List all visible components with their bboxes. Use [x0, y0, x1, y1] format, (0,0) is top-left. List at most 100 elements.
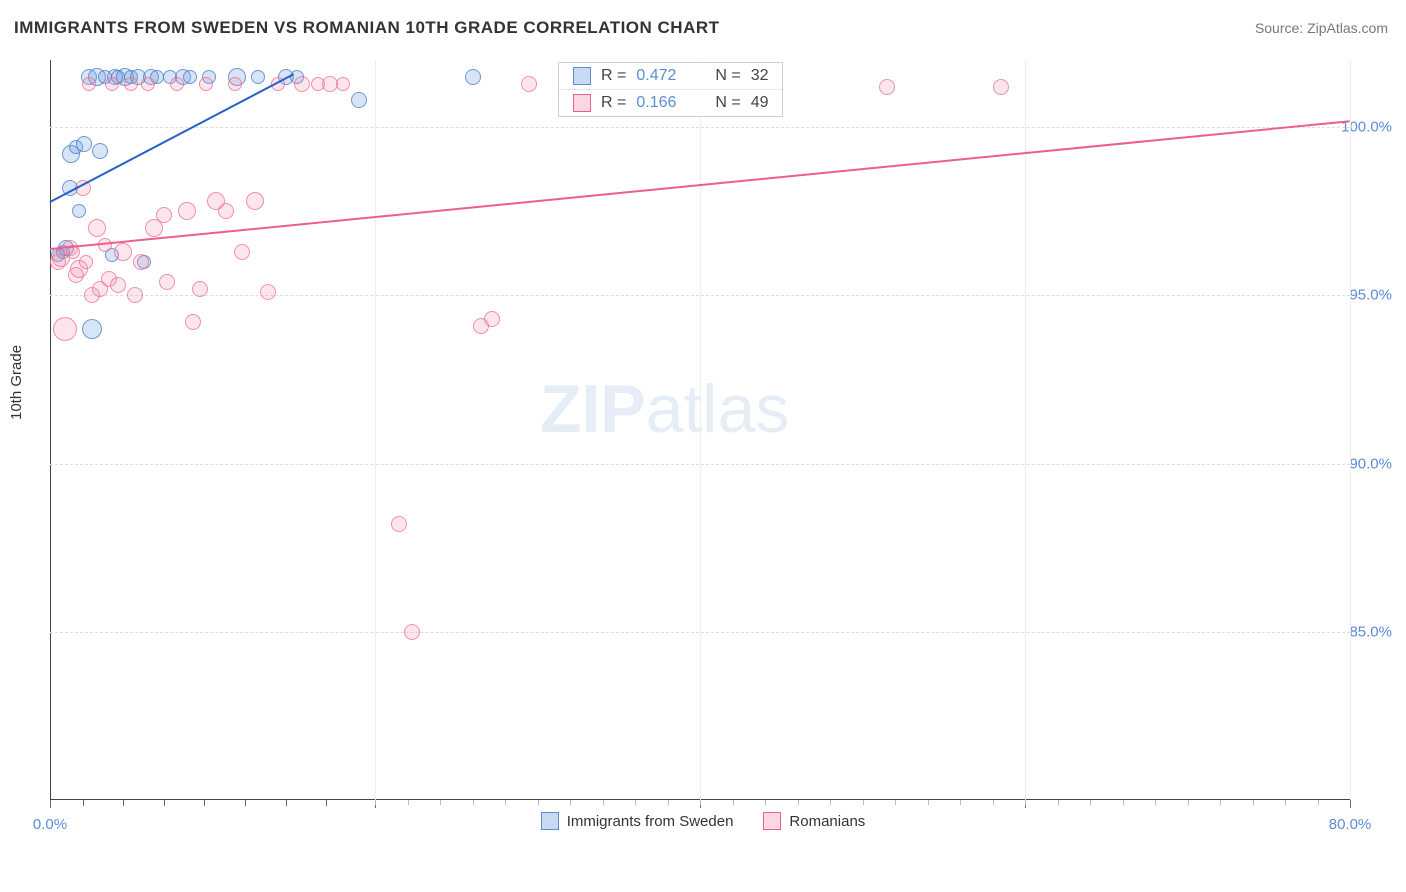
scatter-point — [521, 76, 537, 92]
scatter-point — [228, 77, 242, 91]
scatter-point — [124, 77, 138, 91]
scatter-point — [993, 79, 1009, 95]
scatter-point — [199, 77, 213, 91]
stat-n-value: 49 — [751, 94, 769, 112]
gridline-vertical — [700, 60, 701, 800]
scatter-point — [178, 202, 196, 220]
scatter-point — [133, 254, 149, 270]
scatter-point — [218, 203, 234, 219]
stat-r-label: R = — [601, 67, 626, 85]
xtick-minor — [326, 800, 327, 806]
scatter-point — [185, 314, 201, 330]
scatter-point — [159, 274, 175, 290]
legend-label: Romanians — [789, 813, 865, 830]
source-label: Source: ZipAtlas.com — [1255, 20, 1388, 36]
xtick-minor — [408, 800, 409, 805]
stats-row-romanian: R = 0.166 N = 49 — [559, 89, 782, 116]
scatter-point — [170, 77, 184, 91]
xtick-minor — [700, 800, 701, 805]
scatter-point — [465, 69, 481, 85]
scatter-point — [79, 255, 93, 269]
scatter-point — [82, 319, 102, 339]
stats-row-sweden: R = 0.472 N = 32 — [559, 63, 782, 89]
xtick-minor — [1155, 800, 1156, 805]
scatter-point — [127, 287, 143, 303]
scatter-point — [192, 281, 208, 297]
xtick-minor — [538, 800, 539, 805]
xtick-minor — [473, 800, 474, 805]
xtick-minor — [1253, 800, 1254, 805]
scatter-point — [404, 624, 420, 640]
xtick-minor — [164, 800, 165, 806]
stat-n-label: N = — [715, 94, 740, 112]
scatter-point — [92, 143, 108, 159]
stat-r-label: R = — [601, 94, 626, 112]
xtick-minor — [286, 800, 287, 806]
xtick-minor — [863, 800, 864, 805]
bottom-legend: Immigrants from Sweden Romanians — [0, 812, 1406, 830]
scatter-point — [234, 244, 250, 260]
ytick-label: 95.0% — [1349, 287, 1392, 304]
scatter-point — [110, 277, 126, 293]
scatter-point — [294, 76, 310, 92]
xtick-minor — [570, 800, 571, 805]
scatter-point — [336, 77, 350, 91]
xtick-minor — [1090, 800, 1091, 805]
scatter-point — [156, 207, 172, 223]
xtick-minor — [830, 800, 831, 805]
xtick-minor — [798, 800, 799, 805]
chart-title: IMMIGRANTS FROM SWEDEN VS ROMANIAN 10TH … — [14, 18, 720, 38]
legend-item-sweden: Immigrants from Sweden — [541, 812, 734, 830]
scatter-point — [72, 204, 86, 218]
scatter-point — [141, 77, 155, 91]
xtick-minor — [123, 800, 124, 806]
xtick-minor — [960, 800, 961, 805]
xtick-minor — [895, 800, 896, 805]
swatch-icon — [763, 812, 781, 830]
xtick-minor — [993, 800, 994, 805]
xtick-minor — [505, 800, 506, 805]
gridline-vertical — [1350, 60, 1351, 800]
y-axis-label: 10th Grade — [8, 345, 25, 420]
scatter-point — [251, 70, 265, 84]
swatch-icon — [541, 812, 559, 830]
legend-item-romanian: Romanians — [763, 812, 865, 830]
scatter-point — [53, 317, 77, 341]
xtick-minor — [245, 800, 246, 806]
xtick-minor — [635, 800, 636, 805]
gridline-vertical — [1025, 60, 1026, 800]
stat-n-label: N = — [715, 67, 740, 85]
stat-r-value: 0.166 — [636, 94, 691, 112]
scatter-point — [484, 311, 500, 327]
xtick-minor — [1220, 800, 1221, 805]
scatter-point — [82, 77, 96, 91]
scatter-point — [183, 70, 197, 84]
xtick-minor — [1123, 800, 1124, 805]
scatter-point — [76, 136, 92, 152]
stat-n-value: 32 — [751, 67, 769, 85]
stat-r-value: 0.472 — [636, 67, 691, 85]
swatch-icon — [573, 67, 591, 85]
scatter-point — [879, 79, 895, 95]
xtick-minor — [204, 800, 205, 806]
xtick — [1350, 800, 1351, 808]
scatter-point — [246, 192, 264, 210]
xtick — [50, 800, 51, 808]
xtick-minor — [375, 800, 376, 805]
gridline-vertical — [375, 60, 376, 800]
xtick-minor — [83, 800, 84, 806]
scatter-point — [105, 77, 119, 91]
ytick-label: 85.0% — [1349, 623, 1392, 640]
scatter-point — [260, 284, 276, 300]
xtick-minor — [1058, 800, 1059, 805]
ytick-label: 90.0% — [1349, 455, 1392, 472]
xtick-minor — [1188, 800, 1189, 805]
xtick-minor — [1025, 800, 1026, 805]
xtick-minor — [668, 800, 669, 805]
xtick-minor — [928, 800, 929, 805]
scatter-point — [114, 243, 132, 261]
xtick-minor — [1285, 800, 1286, 805]
stats-box: R = 0.472 N = 32 R = 0.166 N = 49 — [558, 62, 783, 117]
swatch-icon — [573, 94, 591, 112]
scatter-point — [391, 516, 407, 532]
